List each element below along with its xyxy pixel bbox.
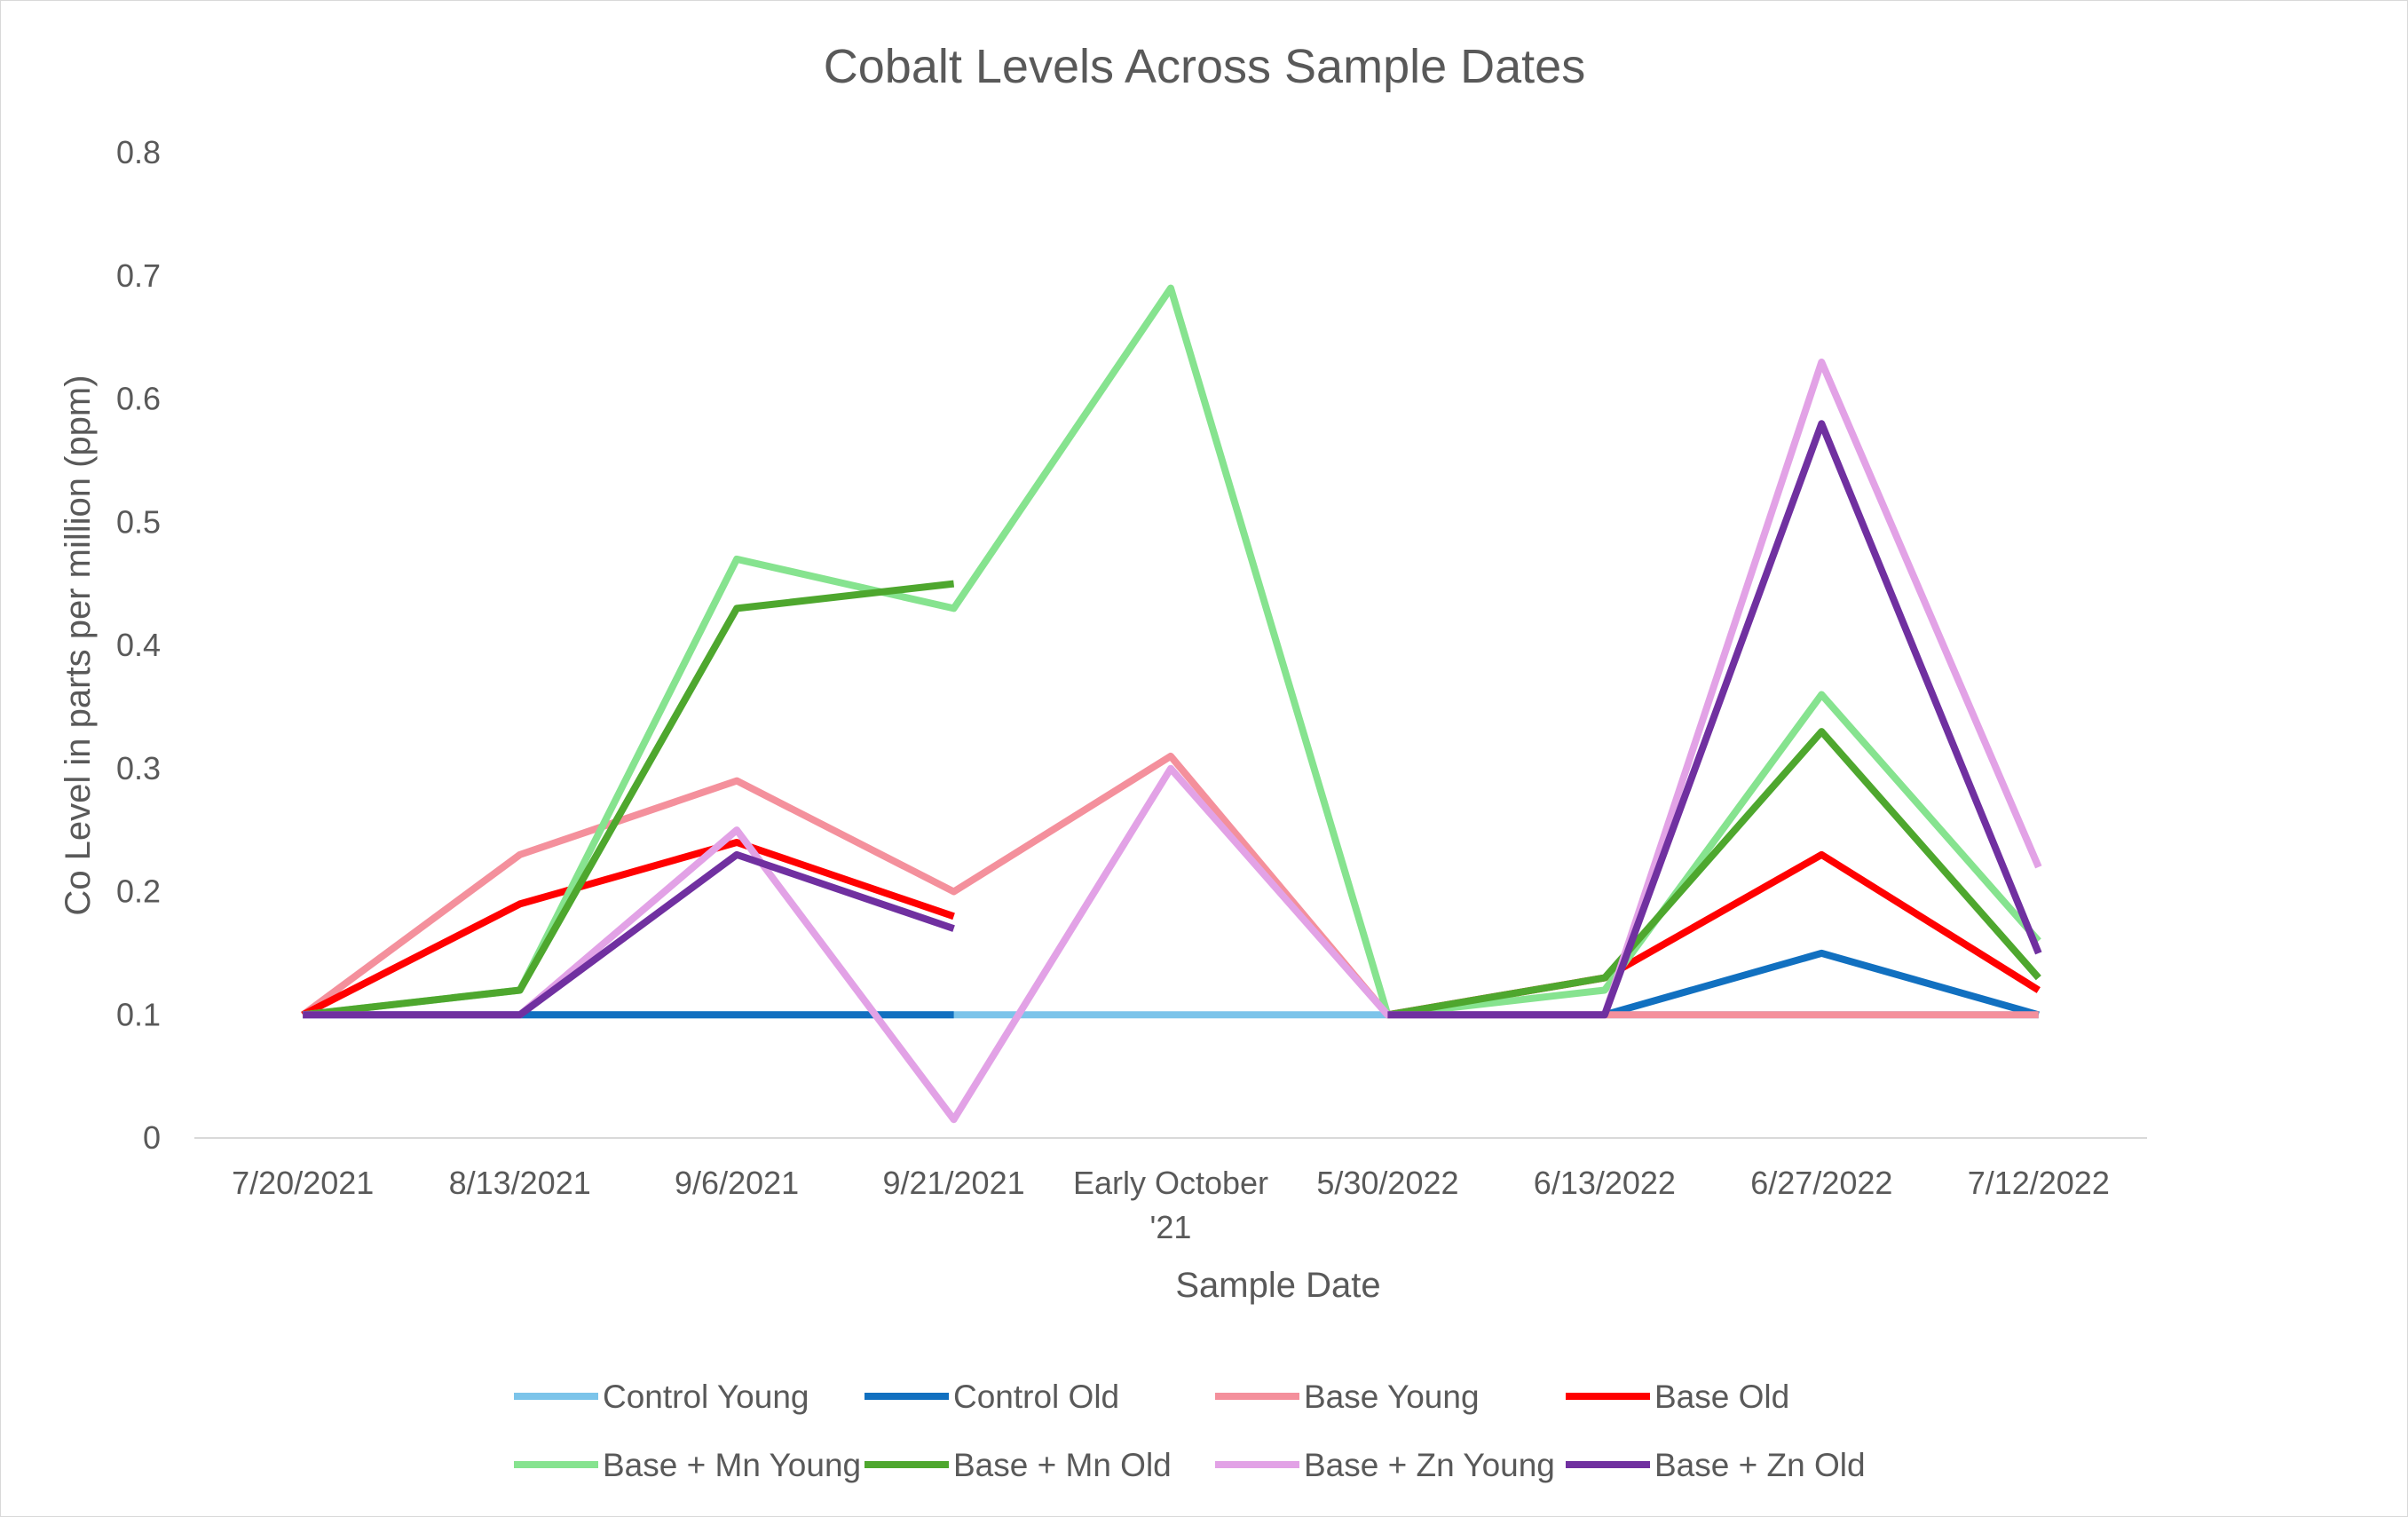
x-axis-title: Sample Date <box>1175 1266 1380 1305</box>
y-tick-label: 0.7 <box>116 257 161 294</box>
y-tick-label: 0.6 <box>116 381 161 417</box>
legend-label: Base + Mn Old <box>953 1447 1172 1483</box>
legend-label: Base + Zn Old <box>1654 1447 1866 1483</box>
series-lines <box>300 284 2042 1124</box>
series-line-5 <box>1386 728 2041 1019</box>
x-tick-label: 5/30/2022 <box>1316 1165 1458 1201</box>
series-line-2 <box>300 752 2039 1019</box>
x-axis-ticks: 7/20/2021 8/13/2021 9/6/2021 9/21/2021 Early… <box>232 1165 2110 1245</box>
legend-label: Base Young <box>1304 1379 1480 1415</box>
chart-title: Cobalt Levels Across Sample Dates <box>824 40 1585 93</box>
x-tick-label: 7/20/2021 <box>232 1165 374 1201</box>
y-tick-label: 0.2 <box>116 873 161 910</box>
x-tick-label: 7/12/2022 <box>1968 1165 2110 1201</box>
series-line-7 <box>1387 420 2042 1019</box>
x-tick-label: 6/27/2022 <box>1750 1165 1892 1201</box>
x-tick-label: 6/13/2022 <box>1534 1165 1676 1201</box>
x-tick-label: 9/6/2021 <box>675 1165 799 1201</box>
x-tick-label: Early October <box>1073 1165 1268 1201</box>
legend: Control Young Control Old Base Young Base O… <box>514 1379 1866 1483</box>
series-line-3 <box>301 839 955 1018</box>
x-tick-label: '21 <box>1150 1209 1192 1245</box>
y-tick-label: 0.5 <box>116 503 161 540</box>
legend-label: Control Old <box>953 1379 1119 1415</box>
x-tick-label: 8/13/2021 <box>449 1165 591 1201</box>
series-line-4 <box>302 284 2041 1019</box>
legend-label: Base + Zn Young <box>1304 1447 1555 1483</box>
series-line-3 <box>1386 850 2041 1019</box>
legend-label: Base + Mn Young <box>603 1447 861 1483</box>
legend-label: Base Old <box>1654 1379 1789 1415</box>
y-tick-label: 0.3 <box>116 750 161 786</box>
legend-label: Control Young <box>603 1379 809 1415</box>
series-line-7 <box>303 850 955 1019</box>
series-line-5 <box>302 580 955 1019</box>
y-tick-label: 0.4 <box>116 627 161 663</box>
y-axis-title: Co Level in parts per million (ppm) <box>59 375 98 915</box>
x-tick-label: 9/21/2021 <box>882 1165 1024 1201</box>
y-tick-label: 0.8 <box>116 134 161 170</box>
y-tick-label: 0.1 <box>116 996 161 1032</box>
y-tick-label: 0 <box>143 1119 161 1156</box>
y-axis-ticks: 0 0.1 0.2 0.3 0.4 0.5 0.6 0.7 0.8 <box>116 134 161 1156</box>
series-line-6 <box>303 358 2042 1124</box>
